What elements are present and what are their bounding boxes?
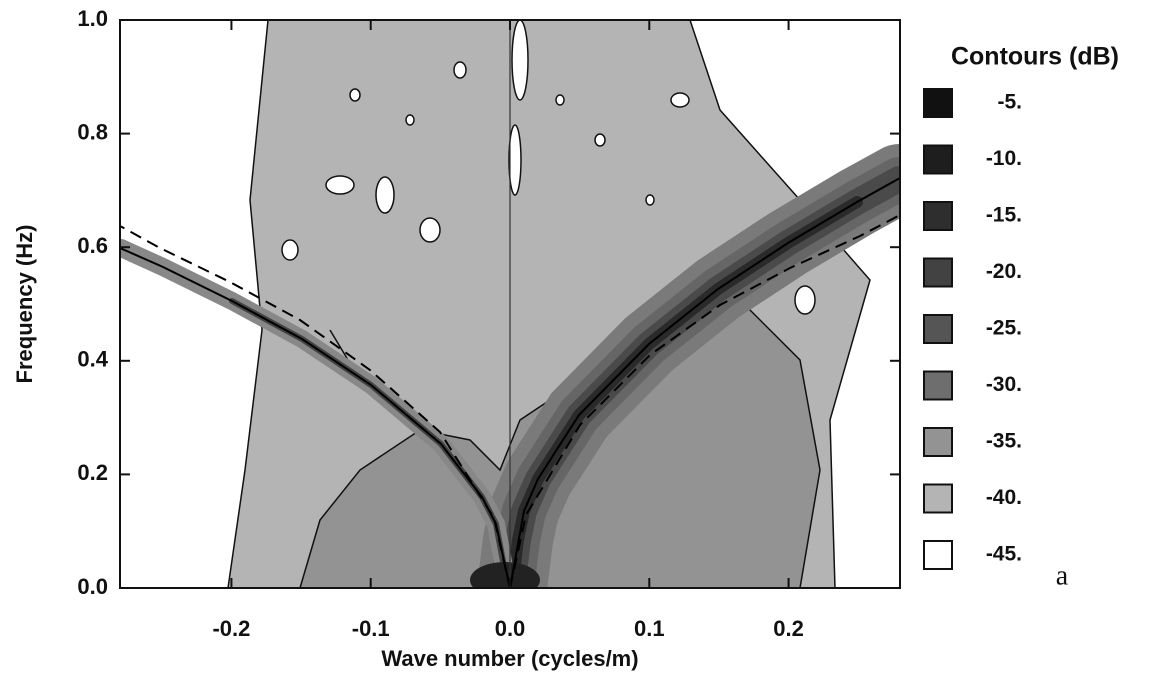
legend-label: -35. <box>986 430 1022 453</box>
y-tick-label: 0.8 <box>77 119 108 144</box>
panel-label: a <box>1056 560 1069 591</box>
y-tick-label: 0.4 <box>77 347 108 372</box>
x-tick-label: 0.2 <box>773 616 804 641</box>
legend-swatch <box>923 540 953 570</box>
legend-label: -15. <box>986 204 1022 227</box>
dispersion-curve-dashed <box>120 225 511 588</box>
legend-swatch <box>923 370 953 401</box>
legend-label: -25. <box>986 317 1022 340</box>
contour-patches <box>281 20 816 315</box>
legend-label: -20. <box>986 260 1022 283</box>
legend-label: -40. <box>986 486 1022 509</box>
legend-title: Contours (dB) <box>951 43 1119 71</box>
x-tick-label: -0.2 <box>212 616 250 641</box>
dispersion-curve <box>120 247 511 588</box>
x-tick-label: -0.1 <box>352 616 390 641</box>
legend-swatch <box>923 314 953 344</box>
legend-label: -45. <box>986 543 1022 566</box>
dispersion-curve <box>509 177 900 588</box>
legend-swatch <box>923 483 953 514</box>
legend-swatch <box>923 201 953 231</box>
legend-label: -10. <box>986 147 1022 170</box>
y-tick-label: 0.0 <box>77 574 108 599</box>
contour-field <box>120 20 900 588</box>
contour-core <box>470 562 540 588</box>
legend-swatch <box>923 88 953 118</box>
legend-label: -5. <box>997 91 1022 114</box>
x-axis-label: Wave number (cycles/m) <box>381 646 638 671</box>
y-tick-label: 0.2 <box>77 460 108 485</box>
y-tick-label: 0.6 <box>77 233 108 258</box>
y-tick-label: 1.0 <box>77 6 108 31</box>
y-axis-label: Frequency (Hz) <box>12 225 37 384</box>
legend-label: -30. <box>986 373 1022 396</box>
legend-swatch <box>923 427 953 457</box>
x-tick-label: 0.1 <box>634 616 665 641</box>
legend-swatch <box>923 144 953 175</box>
x-tick-label: 0.0 <box>495 616 526 641</box>
legend-swatch <box>923 257 953 288</box>
